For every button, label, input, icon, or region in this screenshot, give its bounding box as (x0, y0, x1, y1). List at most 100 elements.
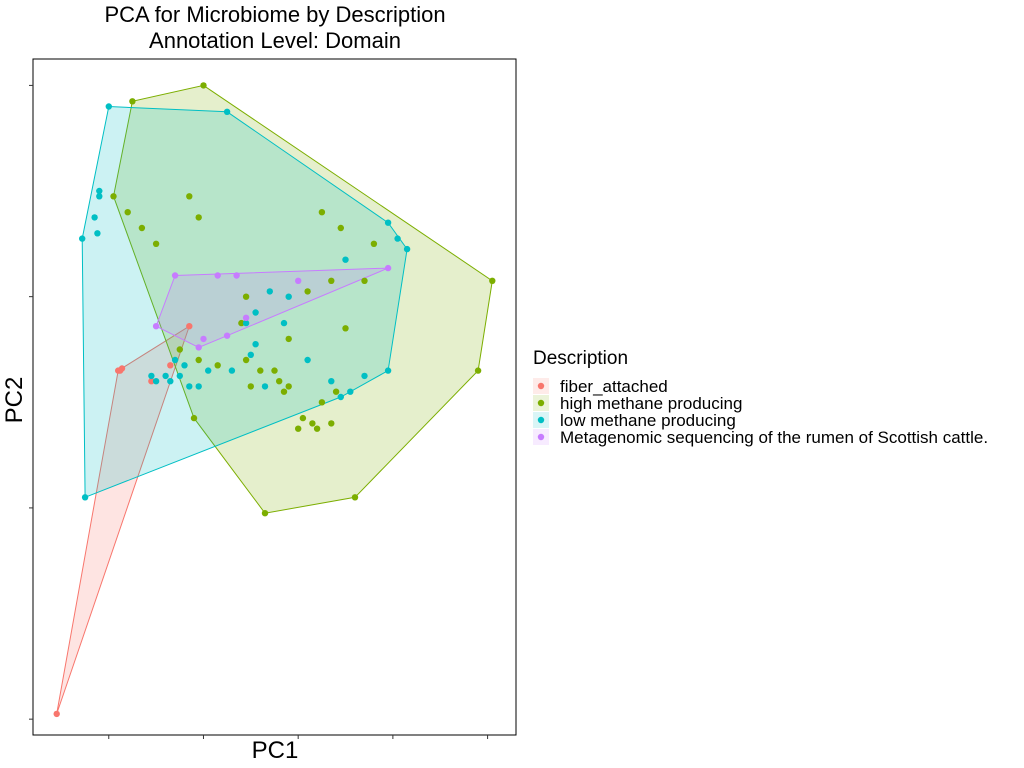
data-point-series-2 (152, 240, 160, 247)
data-point-series-3 (347, 388, 354, 395)
data-point-series-3 (252, 341, 259, 348)
data-point-series-2 (176, 346, 183, 353)
data-point-series-2 (257, 367, 264, 374)
data-point-series-2 (129, 98, 136, 105)
data-point-series-3 (328, 378, 335, 385)
data-point-series-4 (200, 335, 207, 343)
data-point-series-2 (276, 378, 283, 385)
data-point-series-2 (138, 224, 146, 232)
data-point-series-2 (328, 420, 335, 427)
legend-title: Description (533, 348, 628, 369)
data-point-series-3 (242, 319, 250, 327)
legend-key-point (537, 416, 545, 424)
data-point-series-3 (96, 193, 103, 200)
data-point-series-3 (394, 235, 401, 242)
data-point-series-2 (124, 209, 131, 216)
data-point-series-3 (186, 383, 193, 390)
data-point-series-2 (361, 277, 368, 284)
data-point-series-2 (328, 277, 335, 284)
data-point-series-3 (384, 219, 392, 226)
data-point-series-1 (53, 710, 60, 718)
data-point-series-3 (79, 235, 86, 242)
data-point-series-3 (81, 494, 89, 501)
legend-label: high methane producing (560, 394, 742, 413)
data-point-series-2 (342, 325, 349, 332)
data-point-series-3 (261, 383, 269, 390)
data-point-series-2 (271, 367, 278, 374)
data-point-series-2 (309, 420, 316, 427)
data-point-series-3 (105, 103, 113, 110)
data-point-series-2 (238, 319, 245, 327)
data-point-series-3 (181, 362, 188, 369)
data-point-series-3 (266, 288, 273, 295)
data-point-series-3 (205, 367, 212, 374)
data-point-series-3 (176, 372, 183, 380)
chart-title: PCA for Microbiome by Description (104, 2, 445, 27)
data-point-series-1 (118, 365, 126, 372)
data-point-series-3 (167, 378, 174, 385)
data-point-series-2 (242, 293, 250, 300)
data-point-series-3 (361, 372, 368, 380)
data-point-series-1 (186, 323, 193, 330)
data-point-series-2 (313, 425, 321, 432)
hull-series-4 (155, 267, 389, 348)
data-point-series-2 (370, 240, 378, 247)
data-point-series-2 (200, 82, 207, 89)
data-point-series-1 (167, 362, 174, 369)
data-point-series-4 (195, 344, 202, 351)
data-point-series-4 (233, 272, 240, 279)
data-point-series-3 (337, 393, 344, 401)
hull-series-1 (56, 325, 191, 715)
data-point-series-2 (337, 224, 344, 232)
point-layer (53, 82, 496, 718)
legend-key-point (537, 433, 545, 441)
data-point-series-2 (489, 277, 496, 284)
data-point-series-2 (195, 214, 202, 221)
legend-item-1: fiber_attached (533, 377, 668, 396)
data-point-series-3 (304, 356, 311, 364)
data-point-series-3 (342, 256, 349, 263)
legend-key-point (537, 382, 545, 390)
data-point-series-2 (214, 362, 221, 369)
data-point-series-2 (304, 288, 311, 295)
data-point-series-3 (171, 356, 179, 364)
data-point-series-2 (285, 383, 292, 390)
data-point-series-4 (223, 332, 231, 339)
data-point-series-3 (94, 230, 101, 237)
y-axis-title: PC2 (1, 377, 28, 424)
data-point-series-2 (242, 356, 250, 364)
data-point-series-2 (247, 383, 254, 390)
data-point-series-2 (186, 193, 193, 200)
hull-layer (56, 84, 493, 715)
data-point-series-4 (152, 323, 160, 330)
legend-label: low methane producing (560, 411, 736, 430)
data-point-series-3 (91, 214, 98, 221)
data-point-series-3 (252, 309, 259, 316)
axis-ticks (29, 84, 489, 739)
data-point-series-2 (351, 494, 359, 501)
legend-item-2: high methane producing (533, 394, 742, 413)
chart-subtitle: Annotation Level: Domain (149, 28, 401, 53)
data-point-series-2 (332, 388, 340, 395)
data-point-series-2 (285, 335, 292, 343)
data-point-series-3 (403, 245, 411, 253)
data-point-series-2 (190, 414, 198, 422)
data-point-series-3 (195, 383, 202, 390)
legend-item-3: low methane producing (533, 411, 736, 430)
legend-item-4: Metagenomic sequencing of the rumen of S… (533, 428, 988, 447)
data-point-series-3 (384, 367, 392, 374)
data-point-series-2 (295, 425, 302, 432)
data-point-series-2 (318, 209, 326, 216)
data-point-series-4 (171, 272, 179, 279)
data-point-series-2 (280, 388, 288, 395)
data-point-series-3 (228, 367, 236, 374)
legend-label: fiber_attached (560, 377, 668, 396)
data-point-series-3 (280, 319, 288, 327)
data-point-series-2 (318, 399, 326, 406)
legend-label: Metagenomic sequencing of the rumen of S… (560, 428, 988, 447)
data-point-series-3 (148, 372, 155, 380)
data-point-series-4 (242, 314, 250, 321)
data-point-series-3 (247, 351, 254, 358)
